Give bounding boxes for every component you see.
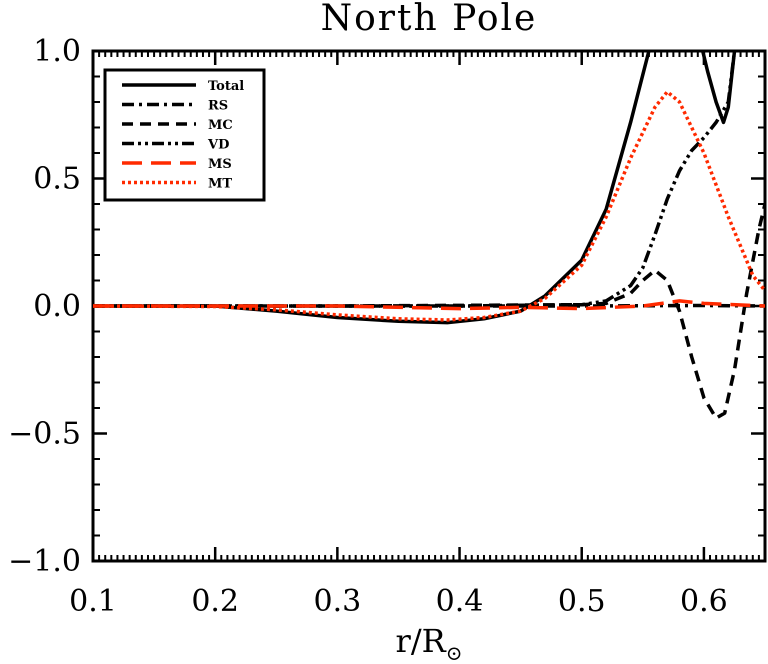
y-tick-label: 1.0 <box>33 34 81 69</box>
legend-box <box>103 68 266 202</box>
y-tick-label: 0.5 <box>33 162 81 197</box>
x-axis-title-subscript: ⊙ <box>446 641 463 664</box>
series-lines <box>93 51 765 420</box>
y-tick-label: −0.5 <box>8 417 81 452</box>
legend-label-mt: MT <box>208 177 232 192</box>
series-line-vd <box>93 51 737 308</box>
x-tick-label: 0.6 <box>680 584 728 619</box>
legend-label-mc: MC <box>208 118 233 133</box>
x-tick-label: 0.4 <box>436 584 484 619</box>
series-line-rs <box>93 303 765 308</box>
x-tick-label: 0.5 <box>558 584 606 619</box>
legend-label-ms: MS <box>208 157 232 172</box>
x-tick-label: 0.2 <box>191 584 239 619</box>
series-line-mt <box>93 90 765 322</box>
y-tick-label: 0.0 <box>33 289 81 324</box>
legend-label-vd: VD <box>207 138 229 153</box>
x-tick-label: 0.1 <box>69 584 117 619</box>
y-tick-label: −1.0 <box>8 544 81 579</box>
legend-label-total: Total <box>208 79 244 94</box>
x-axis-title-main: r/R <box>396 622 447 660</box>
axis-tick-labels: 0.1 0.2 0.3 0.4 0.5 0.6 −1.0 −0.5 0.0 0.5 1.0 <box>8 34 728 619</box>
legend-label-rs: RS <box>208 99 228 114</box>
series-line-mc <box>93 203 765 420</box>
legend: Total RS MC VD MS MT <box>103 68 266 202</box>
x-axis-title: r/R⊙ <box>396 622 463 664</box>
series-line-ms <box>93 299 765 311</box>
x-tick-label: 0.3 <box>314 584 362 619</box>
chart-title: North Pole <box>321 0 538 39</box>
